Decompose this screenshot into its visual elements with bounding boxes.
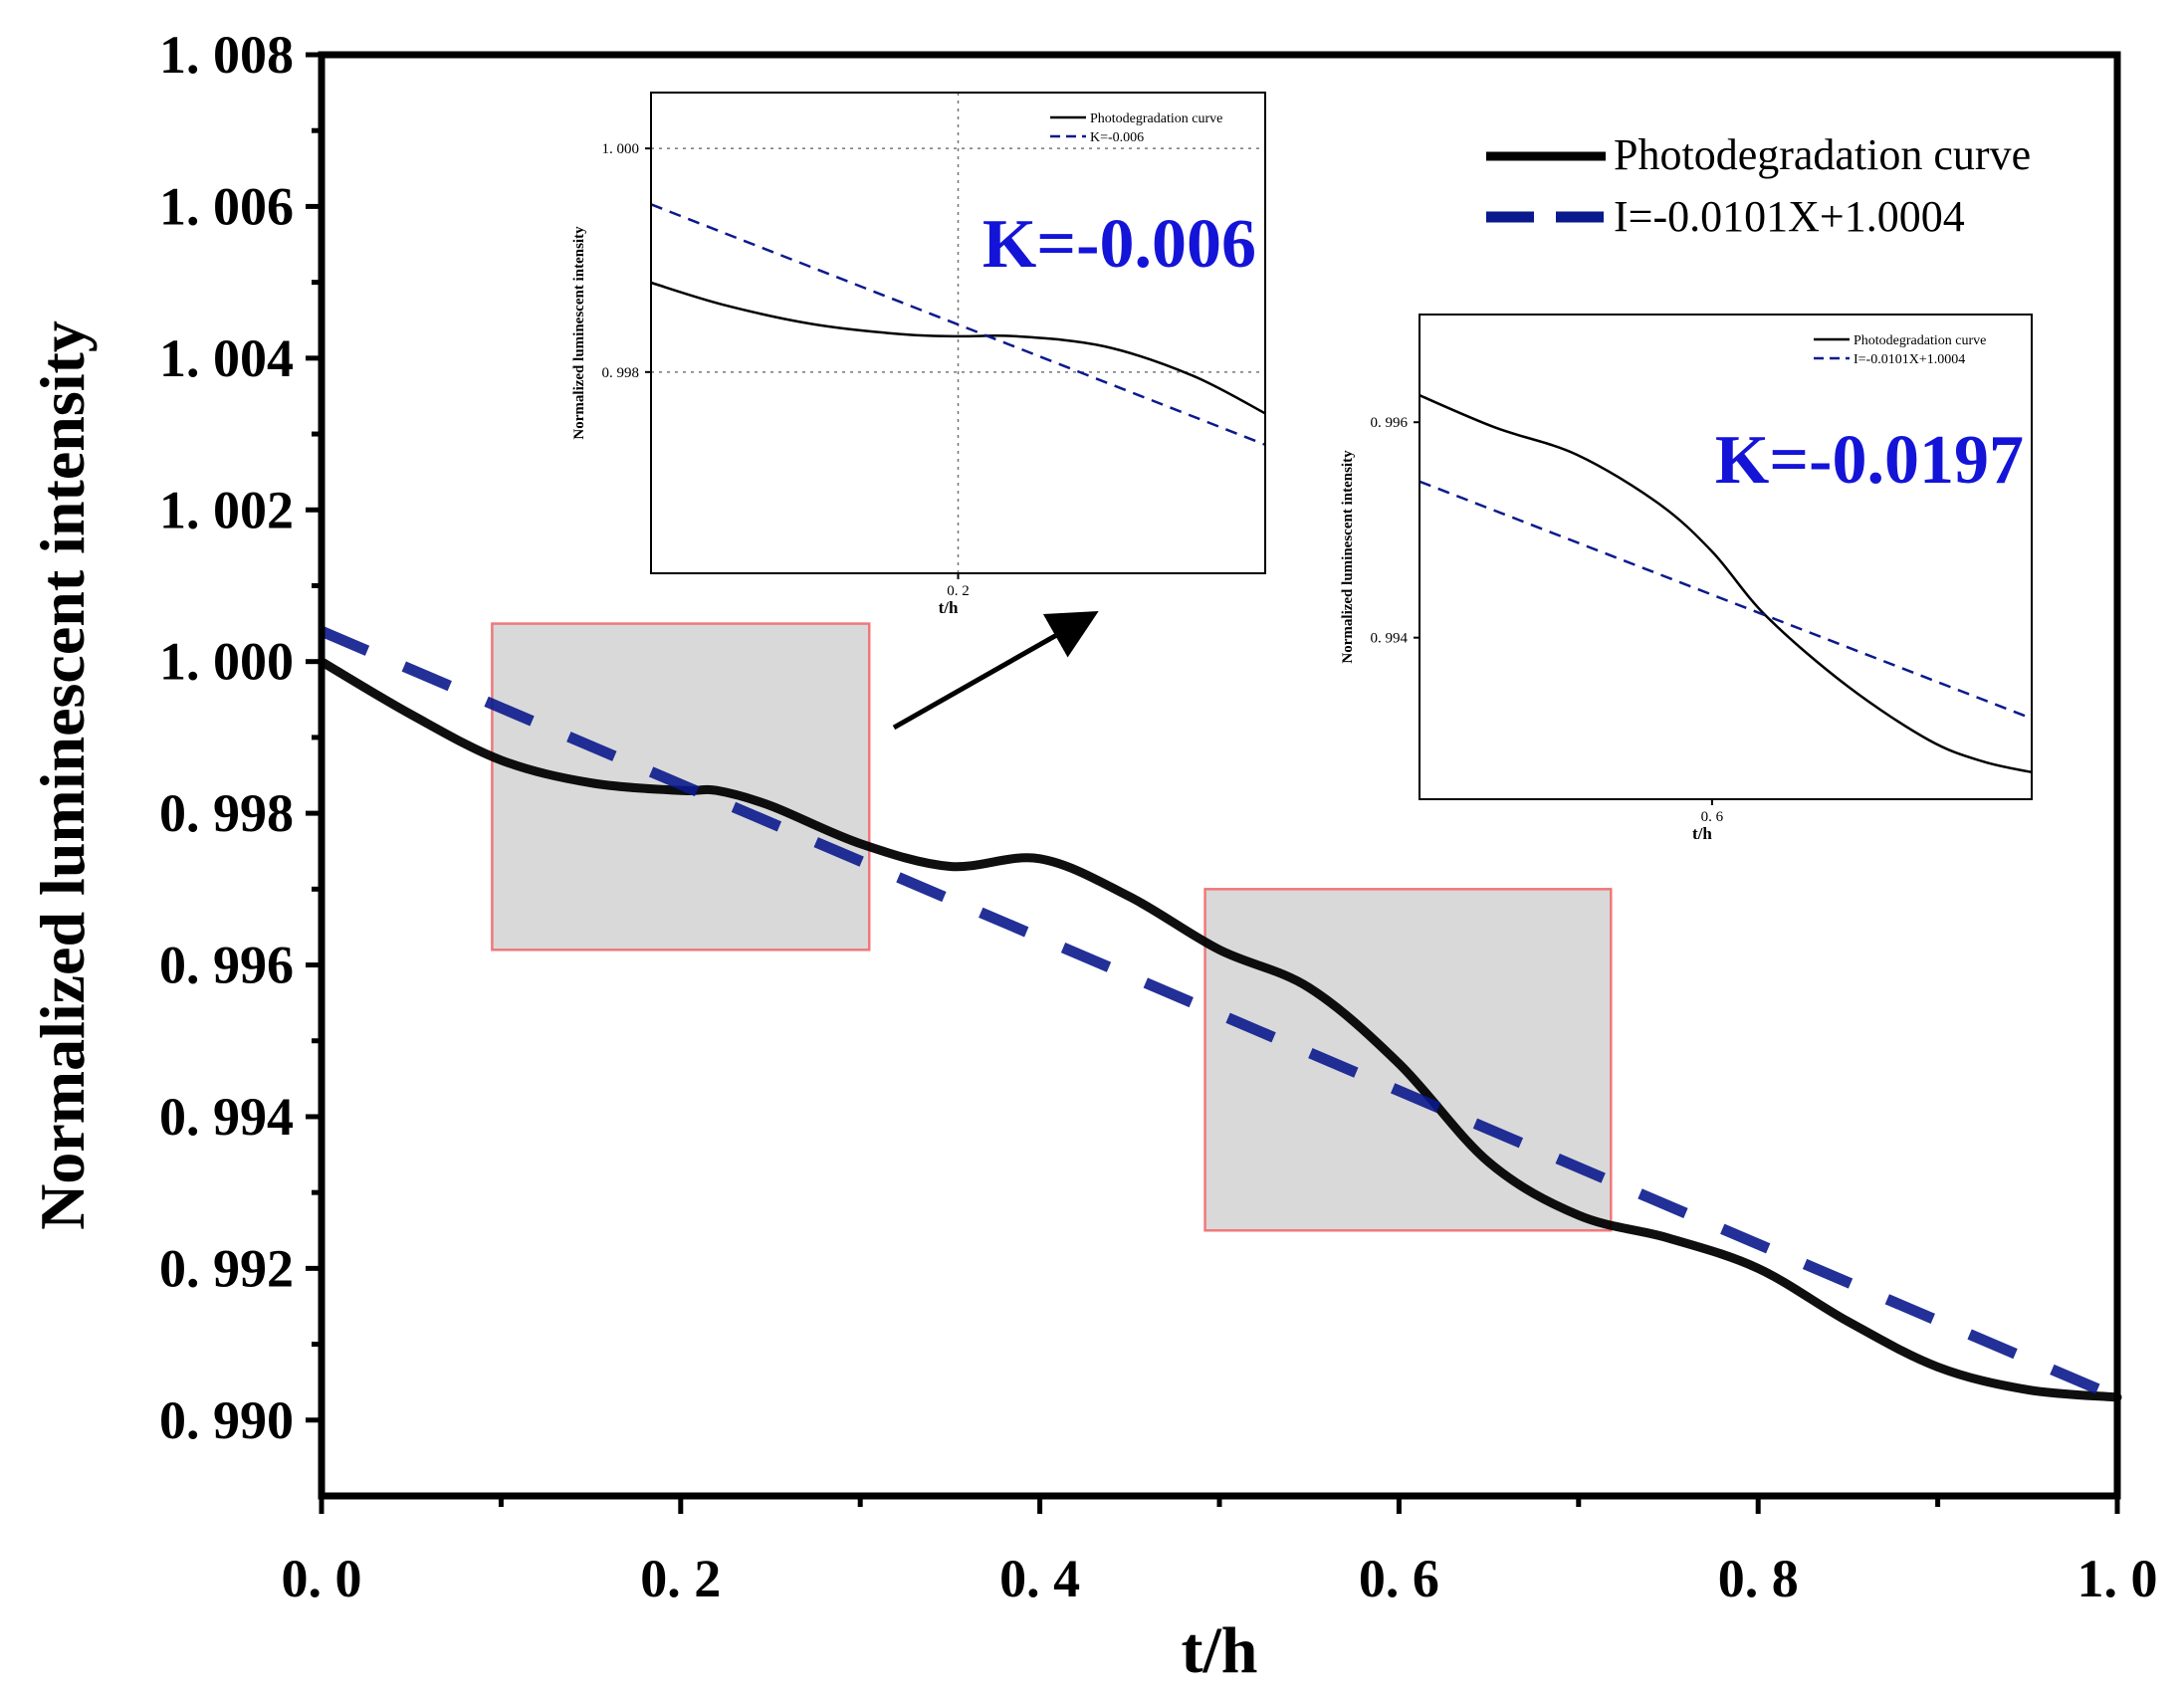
inset2-frame — [1419, 314, 2033, 800]
inset1-y-tick-label: 0. 998 — [602, 365, 640, 381]
inset2-y-tick-label: 0. 994 — [1371, 631, 1409, 647]
inset1-y-axis-label: Normalized luminescent intensity — [571, 226, 587, 440]
photodegradation-curve-line — [317, 657, 2122, 1402]
y-tick-label: 0. 994 — [159, 1087, 294, 1147]
y-tick-label: 0. 992 — [159, 1238, 294, 1298]
x-axis-label: t/h — [1181, 1614, 1257, 1687]
inset2-fit-line — [1419, 480, 2033, 720]
y-tick-label: 0. 998 — [159, 783, 294, 843]
inset1-legend-label-curve: Photodegradation curve — [1090, 111, 1222, 126]
inset1-x-axis-label: t/h — [939, 598, 959, 617]
inset1-y-tick-label: 1. 000 — [602, 141, 640, 157]
legend-label-fit: I=-0.0101X+1.0004 — [1614, 192, 1965, 241]
x-tick-label: 0. 2 — [640, 1549, 721, 1608]
y-tick-label: 0. 990 — [159, 1390, 294, 1450]
y-tick-label: 0. 996 — [159, 936, 294, 995]
inset1-slope-annotation: K=-0.006 — [983, 206, 1256, 283]
x-tick-label: 0. 4 — [999, 1549, 1080, 1608]
y-axis-label: Normalized luminescent intensity — [27, 320, 98, 1230]
x-tick-label: 0. 0 — [282, 1549, 362, 1608]
inset1-curve-line — [650, 281, 1266, 415]
y-tick-label: 1. 008 — [159, 25, 294, 85]
inset2-legend-label-fit: I=-0.0101X+1.0004 — [1854, 352, 1965, 367]
inset2-background — [1420, 315, 2032, 799]
inset2-slope-annotation: K=-0.0197 — [1715, 422, 2024, 499]
zoom-arrow — [892, 611, 1099, 731]
y-tick-label: 1. 006 — [159, 176, 294, 236]
y-tick-label: 1. 000 — [159, 632, 294, 692]
inset2-x-tick-label: 0. 6 — [1701, 809, 1724, 825]
inset1-legend-label-fit: K=-0.006 — [1090, 130, 1144, 145]
inset2-y-axis-label: Normalized luminescent intensity — [1340, 450, 1356, 664]
x-tick-label: 1. 0 — [2077, 1549, 2158, 1608]
inset2-legend-label-curve: Photodegradation curve — [1854, 333, 1986, 348]
inset2-x-axis-label: t/h — [1692, 824, 1712, 843]
inset2-curve-line — [1419, 394, 2033, 774]
x-tick-label: 0. 8 — [1718, 1549, 1799, 1608]
y-tick-label: 1. 004 — [159, 328, 294, 388]
zoom-highlight-box-2 — [1203, 888, 1613, 1232]
inset1-fit-line — [650, 203, 1266, 446]
inset1-x-tick-label: 0. 2 — [947, 583, 970, 599]
linear-fit-line — [319, 626, 2120, 1402]
inset2-y-tick-label: 0. 996 — [1371, 415, 1409, 431]
legend-label-curve: Photodegradation curve — [1614, 130, 2031, 179]
x-tick-label: 0. 6 — [1359, 1549, 1439, 1608]
y-tick-label: 1. 002 — [159, 480, 294, 539]
